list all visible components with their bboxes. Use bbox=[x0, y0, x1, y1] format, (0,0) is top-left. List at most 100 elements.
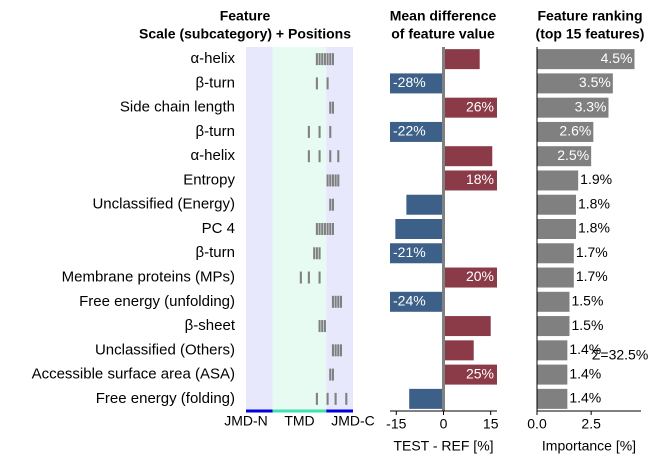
value-label: -24% bbox=[393, 293, 426, 309]
x-tick-label: 15 bbox=[483, 416, 499, 432]
value-label: 18% bbox=[466, 171, 494, 187]
position-mark bbox=[321, 53, 324, 66]
position-mark bbox=[337, 295, 340, 308]
feature-label: Entropy bbox=[183, 171, 235, 188]
position-mark bbox=[315, 392, 318, 405]
bar bbox=[443, 364, 497, 385]
bar bbox=[409, 388, 444, 409]
position-mark bbox=[326, 53, 329, 66]
bar bbox=[443, 340, 474, 361]
position-mark bbox=[345, 392, 348, 405]
bars bbox=[390, 49, 497, 409]
value-label: 1.4% bbox=[569, 365, 601, 381]
bar bbox=[395, 219, 444, 239]
position-mark bbox=[318, 271, 321, 284]
bar bbox=[537, 146, 592, 167]
bar bbox=[443, 316, 491, 337]
value-label: 1.5% bbox=[572, 293, 604, 309]
value-label: 20% bbox=[466, 268, 494, 284]
position-mark bbox=[329, 150, 332, 163]
position-mark bbox=[337, 174, 340, 187]
position-mark bbox=[323, 320, 326, 333]
position-mark bbox=[331, 198, 334, 211]
value-label: 1.5% bbox=[572, 317, 604, 333]
value-label: 3.3% bbox=[575, 98, 607, 114]
value-label: 1.8% bbox=[578, 195, 610, 211]
position-mark bbox=[326, 77, 329, 90]
panel-title: Scale (subcategory) + Positions bbox=[139, 26, 351, 42]
position-mark bbox=[331, 368, 334, 381]
position-mark bbox=[318, 150, 321, 163]
feature-label: Free energy (folding) bbox=[96, 390, 235, 407]
value-label: 1.4% bbox=[569, 341, 601, 357]
value-label: 1.7% bbox=[576, 244, 608, 260]
position-mark bbox=[307, 150, 310, 163]
bar bbox=[390, 291, 444, 312]
position-mark bbox=[318, 125, 321, 138]
position-mark bbox=[326, 223, 329, 235]
value-label: 2.5% bbox=[557, 147, 589, 163]
position-mark bbox=[334, 295, 337, 308]
position-mark bbox=[329, 101, 332, 114]
value-label: 1.4% bbox=[569, 390, 601, 406]
position-mark bbox=[326, 174, 329, 187]
bar bbox=[537, 194, 576, 215]
value-label: -22% bbox=[393, 123, 426, 139]
region-label: TMD bbox=[284, 413, 314, 429]
bar bbox=[537, 340, 568, 361]
bar bbox=[390, 243, 444, 264]
position-mark bbox=[318, 247, 321, 260]
feature-label: PC 4 bbox=[202, 220, 235, 237]
position-mark bbox=[318, 223, 321, 235]
position-mark bbox=[329, 198, 332, 211]
value-label: 4.5% bbox=[601, 50, 633, 66]
position-mark bbox=[331, 53, 334, 66]
annotation: Σ=32.5% bbox=[592, 347, 649, 363]
bar bbox=[537, 364, 568, 385]
feature-label: β-turn bbox=[196, 244, 235, 261]
feature-label: β-turn bbox=[196, 74, 235, 91]
position-mark bbox=[323, 53, 326, 66]
x-tick-label: 0.0 bbox=[527, 416, 547, 432]
value-label: 1.7% bbox=[576, 268, 608, 284]
bar bbox=[537, 219, 576, 239]
position-mark bbox=[315, 53, 318, 66]
position-mark bbox=[331, 174, 334, 187]
position-mark bbox=[321, 320, 324, 333]
bar bbox=[443, 97, 497, 118]
feature-label: Membrane proteins (MPs) bbox=[62, 269, 235, 286]
bar bbox=[537, 316, 570, 337]
position-mark bbox=[329, 174, 332, 187]
position-mark bbox=[313, 247, 316, 260]
position-mark bbox=[331, 101, 334, 114]
x-axis-label: TEST - REF [%] bbox=[393, 438, 493, 454]
value-label: 2.6% bbox=[559, 123, 591, 139]
feature-label: Accessible surface area (ASA) bbox=[32, 366, 235, 383]
feature-label: Side chain length bbox=[120, 99, 235, 116]
position-mark bbox=[339, 344, 342, 357]
bar bbox=[537, 73, 613, 94]
value-label: 25% bbox=[466, 365, 494, 381]
position-mark bbox=[318, 320, 321, 333]
position-mark bbox=[299, 271, 302, 284]
position-mark bbox=[334, 174, 337, 187]
position-mark bbox=[315, 247, 318, 260]
panel-title: Feature bbox=[220, 8, 271, 24]
position-mark bbox=[331, 344, 334, 357]
position-mark bbox=[331, 223, 334, 235]
panel-title: Mean difference bbox=[390, 8, 497, 24]
x-tick-label: 2.5 bbox=[581, 416, 601, 432]
bar bbox=[537, 291, 570, 312]
bar bbox=[443, 170, 497, 191]
value-label: 26% bbox=[466, 98, 494, 114]
bar bbox=[537, 121, 594, 142]
position-mark bbox=[307, 125, 310, 138]
bar bbox=[406, 194, 444, 215]
position-mark bbox=[337, 344, 340, 357]
value-label: 1.8% bbox=[578, 220, 610, 236]
bar bbox=[390, 121, 444, 142]
position-mark bbox=[329, 368, 332, 381]
value-label: -28% bbox=[393, 74, 426, 90]
position-mark bbox=[318, 53, 321, 66]
region-background bbox=[246, 47, 273, 411]
